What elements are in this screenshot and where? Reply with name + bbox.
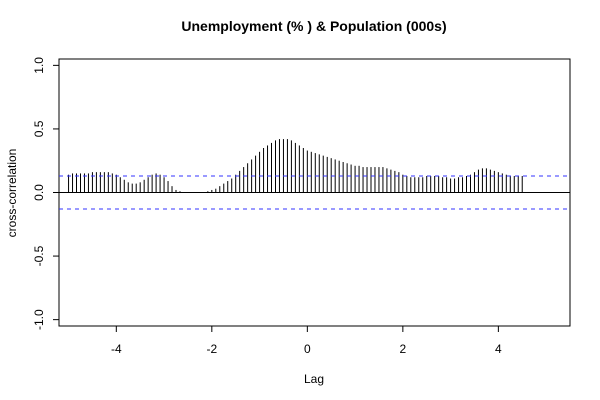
x-axis: -4 -2 0 2 4 (111, 326, 502, 356)
ccf-bars (68, 139, 523, 193)
x-tick-label: -2 (206, 342, 217, 356)
y-axis: -1.0 -0.5 0.0 0.5 1.0 (32, 57, 59, 330)
y-axis-title: cross-correlation (5, 149, 19, 238)
chart-title: Unemployment (% ) & Population (000s) (181, 18, 446, 34)
x-tick-label: 4 (495, 342, 502, 356)
x-axis-title: Lag (304, 372, 324, 386)
y-tick-label: 0.0 (32, 184, 46, 201)
y-tick-label: -0.5 (32, 245, 46, 266)
y-tick-label: 0.5 (32, 120, 46, 137)
y-tick-label: -1.0 (32, 309, 46, 330)
x-tick-label: 2 (400, 342, 407, 356)
y-tick-label: 1.0 (32, 57, 46, 74)
x-tick-label: -4 (111, 342, 122, 356)
x-tick-label: 0 (304, 342, 311, 356)
